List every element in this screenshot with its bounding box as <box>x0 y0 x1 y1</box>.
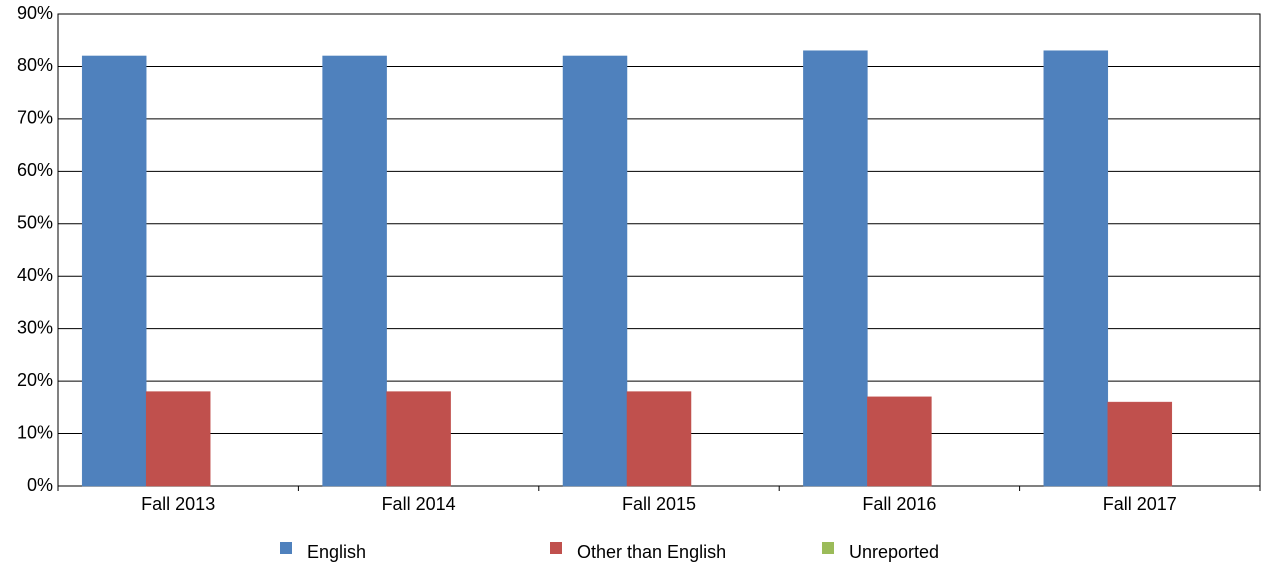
bar <box>145 391 211 487</box>
legend-label: Unreported <box>849 542 939 562</box>
x-tick-label: Fall 2015 <box>622 494 696 514</box>
legend-label: English <box>307 542 366 562</box>
bar <box>562 55 628 487</box>
legend-label: Other than English <box>577 542 726 562</box>
y-tick-label: 20% <box>17 370 53 390</box>
bar <box>386 391 451 487</box>
y-tick-label: 60% <box>17 160 53 180</box>
y-tick-label: 10% <box>17 422 53 442</box>
y-tick-label: 40% <box>17 265 53 285</box>
bar <box>1043 50 1109 487</box>
bar <box>1107 401 1173 487</box>
y-tick-label: 0% <box>27 475 53 495</box>
legend-swatch <box>550 542 562 554</box>
y-tick-label: 80% <box>17 55 53 75</box>
y-tick-label: 50% <box>17 213 53 233</box>
bar <box>322 55 387 487</box>
x-tick-label: Fall 2013 <box>141 494 215 514</box>
legend-swatch <box>280 542 292 554</box>
y-tick-label: 30% <box>17 317 53 337</box>
bar <box>867 396 932 487</box>
y-tick-label: 90% <box>17 3 53 23</box>
bar <box>81 55 147 487</box>
x-tick-label: Fall 2016 <box>862 494 936 514</box>
x-tick-label: Fall 2014 <box>382 494 456 514</box>
bar <box>626 391 692 487</box>
x-tick-label: Fall 2017 <box>1103 494 1177 514</box>
y-tick-label: 70% <box>17 108 53 128</box>
bar <box>803 50 868 487</box>
legend-swatch <box>822 542 834 554</box>
